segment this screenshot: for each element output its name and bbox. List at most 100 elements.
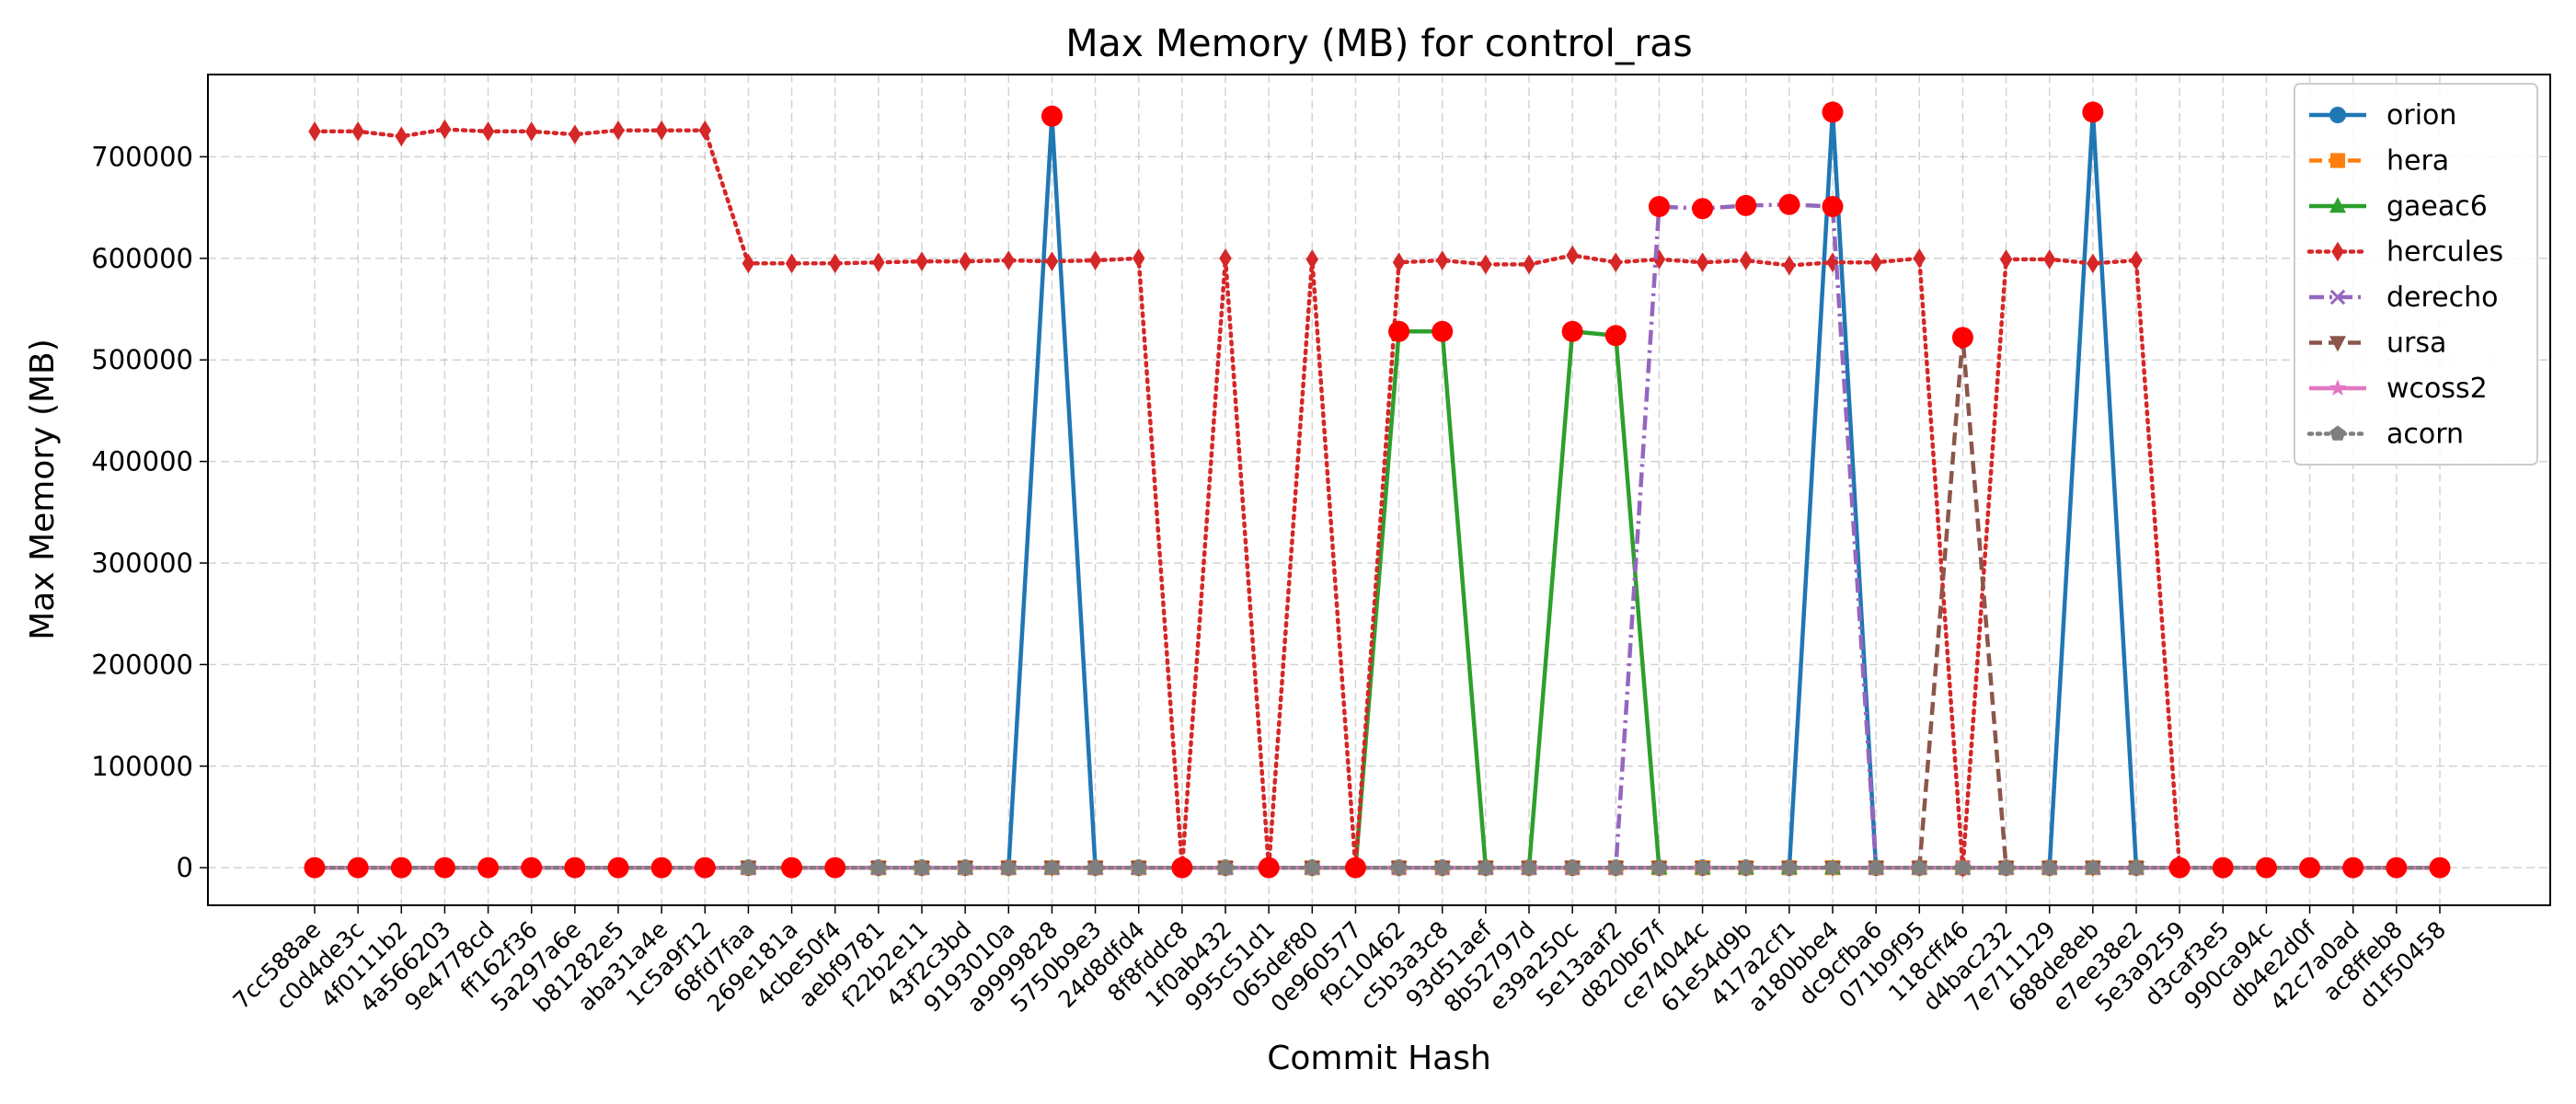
highlight-point xyxy=(781,857,803,879)
highlight-point xyxy=(1951,327,1973,349)
highlight-point xyxy=(1822,196,1844,218)
data-point-hercules xyxy=(1045,251,1059,271)
chart-title: Max Memory (MB) for control_ras xyxy=(1065,21,1692,65)
highlight-point xyxy=(1692,198,1714,220)
highlight-point xyxy=(607,857,629,879)
legend-marker-acorn xyxy=(2329,425,2346,441)
legend-marker-orion xyxy=(2329,107,2346,123)
data-point-acorn xyxy=(1087,859,1104,875)
data-point-hercules xyxy=(569,124,581,144)
data-point-hercules xyxy=(915,251,928,271)
highlight-point xyxy=(2386,857,2408,879)
legend-item-wcoss2: wcoss2 xyxy=(2309,373,2488,405)
series-line-hercules xyxy=(312,127,2443,870)
data-point-hercules xyxy=(481,121,495,142)
x-axis-label: Commit Hash xyxy=(1267,1040,1491,1077)
data-point-acorn xyxy=(1998,859,2015,875)
legend-label-wcoss2: wcoss2 xyxy=(2386,373,2488,405)
highlight-point xyxy=(2168,857,2191,879)
data-point-hercules xyxy=(351,121,364,142)
legend-item-derecho: derecho xyxy=(2309,282,2499,314)
data-point-acorn xyxy=(1650,859,1667,875)
highlight-point xyxy=(1822,101,1844,123)
data-point-acorn xyxy=(1564,859,1581,875)
data-point-acorn xyxy=(1824,859,1841,875)
data-point-hercules xyxy=(785,253,799,274)
y-tick-label: 400000 xyxy=(91,446,193,477)
data-point-hercules xyxy=(2130,250,2143,270)
data-point-acorn xyxy=(957,859,973,875)
legend-marker-wcoss2 xyxy=(2329,379,2347,396)
data-point-hercules xyxy=(872,252,885,273)
y-tick-label: 300000 xyxy=(91,547,193,579)
data-point-acorn xyxy=(1043,859,1060,875)
legend-marker-hercules xyxy=(2331,241,2344,262)
legend-label-derecho: derecho xyxy=(2386,282,2499,314)
data-point-hercules xyxy=(2042,249,2056,270)
legend-label-ursa: ursa xyxy=(2386,328,2446,360)
data-point-hercules xyxy=(1566,245,1579,266)
highlight-point xyxy=(650,857,673,879)
data-point-hercules xyxy=(308,121,321,142)
data-point-hercules xyxy=(395,126,408,147)
data-point-hercules xyxy=(1523,254,1535,275)
data-point-hercules xyxy=(1132,248,1145,269)
highlight-point xyxy=(521,857,543,879)
data-point-acorn xyxy=(1911,859,1927,875)
data-point-hercules xyxy=(1999,249,2013,270)
highlight-point xyxy=(564,857,586,879)
data-point-hercules xyxy=(698,120,712,141)
data-point-hercules xyxy=(612,120,625,141)
y-tick-label: 700000 xyxy=(91,141,193,172)
highlight-point xyxy=(824,857,846,879)
highlight-point xyxy=(1648,196,1670,218)
data-point-acorn xyxy=(1781,859,1798,875)
legend-marker-hera xyxy=(2329,153,2346,168)
legend-label-acorn: acorn xyxy=(2386,419,2464,451)
legend-marker-ursa xyxy=(2329,336,2346,352)
data-point-hercules xyxy=(742,253,755,274)
legend-label-orion: orion xyxy=(2386,99,2456,132)
highlight-point xyxy=(2429,857,2451,879)
highlight-point xyxy=(2255,857,2277,879)
data-point-hercules xyxy=(1088,250,1102,270)
highlight-point xyxy=(1344,857,1366,879)
legend-item-hera: hera xyxy=(2309,145,2449,178)
y-axis-label: Max Memory (MB) xyxy=(24,339,62,640)
highlight-point xyxy=(1604,325,1627,347)
data-point-hercules xyxy=(1609,252,1623,273)
legend-item-gaeac6: gaeac6 xyxy=(2309,190,2488,223)
data-point-acorn xyxy=(1607,859,1624,875)
data-point-hercules xyxy=(828,253,842,274)
highlight-point xyxy=(2342,857,2364,879)
y-tick-label: 100000 xyxy=(91,751,193,782)
highlight-point xyxy=(1778,193,1800,215)
data-point-acorn xyxy=(1217,859,1234,875)
series-hercules xyxy=(308,119,2446,878)
legend-item-hercules: hercules xyxy=(2306,236,2503,269)
highlight-point xyxy=(1041,105,1063,127)
highlight-point xyxy=(304,857,326,879)
legend-label-hera: hera xyxy=(2386,145,2449,178)
legend-label-hercules: hercules xyxy=(2386,236,2503,269)
legend-label-gaeac6: gaeac6 xyxy=(2386,190,2488,223)
data-point-acorn xyxy=(1695,859,1711,875)
data-point-hercules xyxy=(2087,253,2099,274)
data-point-acorn xyxy=(1478,859,1494,875)
data-point-hercules xyxy=(1696,252,1709,273)
data-point-hercules xyxy=(438,119,452,140)
data-point-hercules xyxy=(1002,250,1016,270)
data-point-hercules xyxy=(1783,255,1796,276)
y-tick-label: 200000 xyxy=(91,649,193,680)
data-point-hercules xyxy=(1913,248,1926,269)
data-point-hercules xyxy=(1435,250,1449,270)
data-point-acorn xyxy=(1131,859,1147,875)
data-point-acorn xyxy=(1521,859,1537,875)
data-point-acorn xyxy=(1954,859,1971,875)
highlight-point xyxy=(1171,857,1193,879)
legend-marker-derecho xyxy=(2329,289,2346,305)
highlight-point xyxy=(477,857,500,879)
data-point-hercules xyxy=(1392,252,1406,273)
